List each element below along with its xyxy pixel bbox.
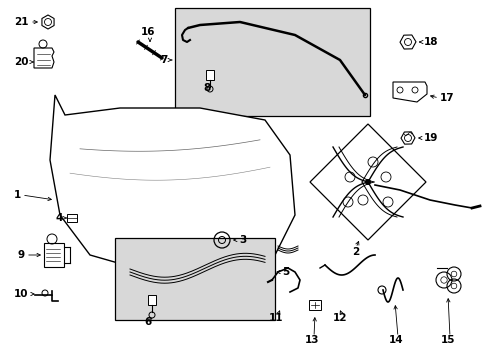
Circle shape: [364, 179, 370, 185]
Bar: [148, 295, 156, 305]
Text: 20: 20: [14, 57, 28, 67]
Text: 14: 14: [388, 335, 403, 345]
Text: 17: 17: [439, 93, 454, 103]
Text: 6: 6: [144, 317, 151, 327]
Text: 15: 15: [440, 335, 454, 345]
Text: 18: 18: [423, 37, 438, 47]
Bar: [308, 300, 320, 310]
Text: 2: 2: [351, 247, 359, 257]
Text: 21: 21: [14, 17, 28, 27]
Text: 8: 8: [203, 83, 210, 93]
Bar: [67, 214, 77, 222]
Text: 11: 11: [268, 313, 283, 323]
Text: 5: 5: [282, 267, 289, 277]
Text: 16: 16: [141, 27, 155, 37]
Text: 12: 12: [332, 313, 346, 323]
Text: 10: 10: [14, 289, 28, 299]
Bar: [205, 70, 214, 80]
Text: 4: 4: [56, 213, 63, 223]
Bar: [115, 238, 274, 320]
Polygon shape: [50, 95, 294, 275]
Bar: [175, 8, 369, 116]
Text: 13: 13: [304, 335, 319, 345]
Text: 3: 3: [239, 235, 246, 245]
Text: 7: 7: [160, 55, 168, 65]
Text: 1: 1: [14, 190, 21, 200]
Text: 9: 9: [18, 250, 25, 260]
Bar: [44, 243, 64, 267]
Text: 19: 19: [423, 133, 437, 143]
